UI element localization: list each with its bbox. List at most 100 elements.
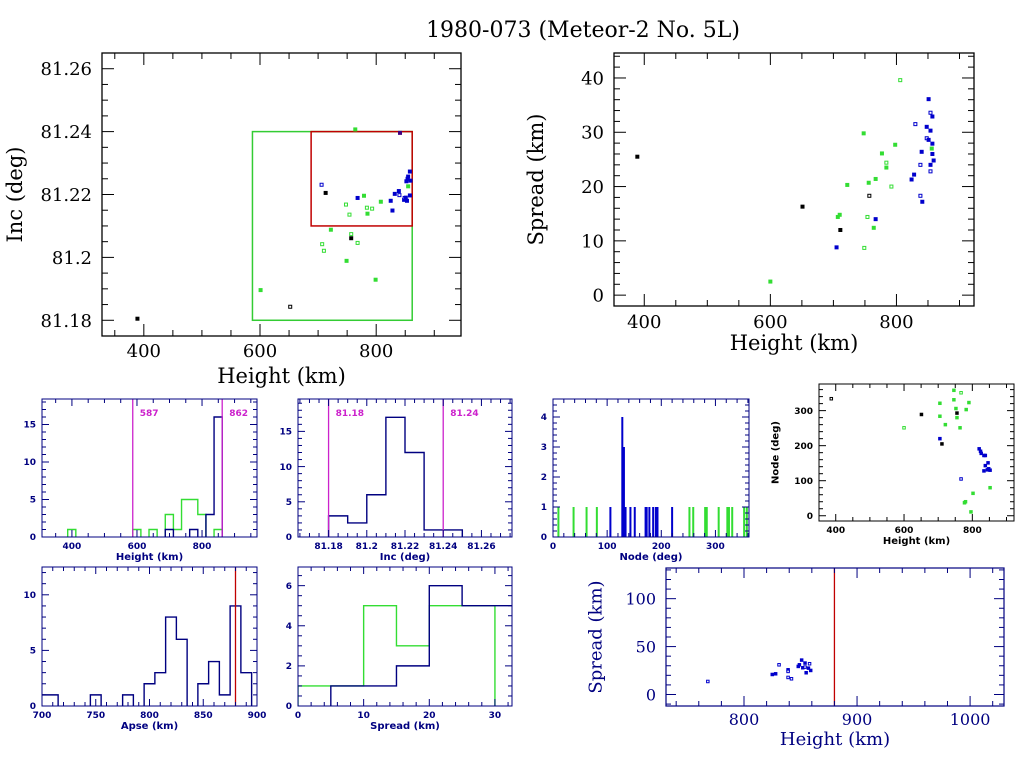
data-point (963, 499, 968, 504)
histogram-blue (42, 605, 253, 706)
histogram-bar-green (731, 507, 734, 537)
x-tick-label: 600 (895, 526, 914, 536)
y-tick-label: 1 (541, 503, 547, 513)
y-tick-label: 10 (23, 591, 36, 601)
data-point (969, 510, 973, 514)
data-point (909, 177, 914, 182)
histogram-bar-blue (622, 447, 625, 537)
plot-frame (41, 398, 258, 538)
y-tick-label: 3 (541, 443, 547, 453)
data-point (919, 412, 924, 417)
y-tick-label: 81.22 (40, 185, 92, 206)
data-point (918, 162, 923, 167)
histogram-bar-green (727, 507, 730, 537)
data-point (884, 165, 889, 170)
data-point (926, 97, 931, 102)
data-point (926, 137, 931, 142)
data-point (938, 436, 942, 441)
data-point (938, 414, 942, 418)
data-point (955, 415, 959, 420)
histogram-bar-blue (645, 507, 648, 537)
data-point (320, 242, 325, 247)
plot-area (557, 417, 748, 537)
y-tick-label: 5 (286, 498, 292, 508)
data-point (866, 180, 871, 185)
x-tick-label: 300 (706, 542, 725, 552)
plot-frame (613, 52, 975, 307)
data-point (373, 277, 378, 282)
data-point (873, 217, 878, 222)
data-point (388, 198, 393, 203)
x-tick-label: 200 (652, 542, 671, 552)
data-point (804, 670, 808, 675)
y-tick-label: 200 (794, 442, 813, 452)
data-point (889, 184, 894, 189)
y-tick-label: 100 (625, 589, 656, 608)
histogram-bar-green (585, 507, 588, 537)
x-axis-label: Height (km) (730, 331, 859, 355)
data-point (800, 204, 805, 209)
data-point (353, 127, 358, 132)
histogram-bar-blue (652, 507, 655, 537)
histogram-bar-blue (624, 507, 627, 537)
x-axis-label: Spread (km) (370, 721, 440, 732)
data-point (807, 661, 812, 666)
x-tick-label: 900 (842, 710, 873, 729)
axis-ticks (41, 567, 258, 707)
data-point (403, 195, 408, 200)
data-point (986, 467, 991, 471)
data-point (879, 151, 884, 156)
y-tick-label: 0 (593, 286, 604, 307)
histogram-bar-green (692, 507, 695, 537)
y-tick-label: 0 (286, 533, 292, 543)
histogram-bar-blue (671, 507, 674, 537)
y-tick-label: 30 (581, 123, 604, 144)
y-tick-label: 0 (30, 533, 36, 543)
data-point (397, 193, 402, 198)
y-tick-label: 0 (541, 533, 547, 543)
data-point (835, 214, 840, 219)
axis-ticks (819, 384, 1014, 521)
panel-apse-hist: 700 750 800 850 900 0 5 10 Apse (km) (23, 566, 266, 732)
data-point (405, 176, 410, 181)
y-axis-label: Node (deg) (771, 421, 782, 484)
data-point (928, 110, 933, 115)
y-tick-label: 6 (286, 582, 292, 592)
y-axis-label: Spread (km) (586, 580, 607, 693)
data-point (398, 130, 403, 135)
data-point (355, 195, 360, 200)
data-point (952, 388, 956, 393)
histogram-bar-blue (648, 507, 651, 537)
data-point (964, 407, 968, 412)
data-point (343, 202, 348, 207)
data-point (867, 193, 872, 198)
data-point (938, 401, 942, 406)
panel-node-hist: 0 100 200 300 0 1 2 3 4 Node (deg) (541, 398, 750, 563)
data-point (355, 240, 360, 245)
x-axis-label: Inc (deg) (380, 552, 431, 563)
data-point (930, 151, 935, 156)
histogram-bar-green (595, 507, 598, 537)
histogram-blue (327, 416, 464, 537)
data-point (408, 178, 413, 183)
data-point (838, 227, 843, 232)
data-point (928, 162, 933, 167)
panel-inc-vs-height: 400 600 800 81.18 81.2 81.22 81.24 81.26 Height … (3, 52, 462, 388)
data-point (955, 411, 959, 415)
x-tick-label: 600 (753, 312, 787, 333)
axis-ticks (42, 399, 257, 538)
histogram-bar-blue (656, 507, 659, 537)
data-point (706, 679, 710, 684)
data-point (977, 447, 981, 451)
plot-area (829, 388, 992, 514)
figure-title: 1980-073 (Meteor-2 No. 5L) (426, 18, 740, 43)
y-tick-label: 0 (286, 702, 292, 712)
x-tick-label: 850 (194, 711, 213, 721)
data-point (404, 198, 409, 203)
data-point (404, 179, 409, 184)
data-point (797, 663, 802, 667)
data-point (808, 668, 813, 673)
y-tick-label: 300 (794, 407, 813, 417)
histogram-bar-green (688, 507, 691, 537)
